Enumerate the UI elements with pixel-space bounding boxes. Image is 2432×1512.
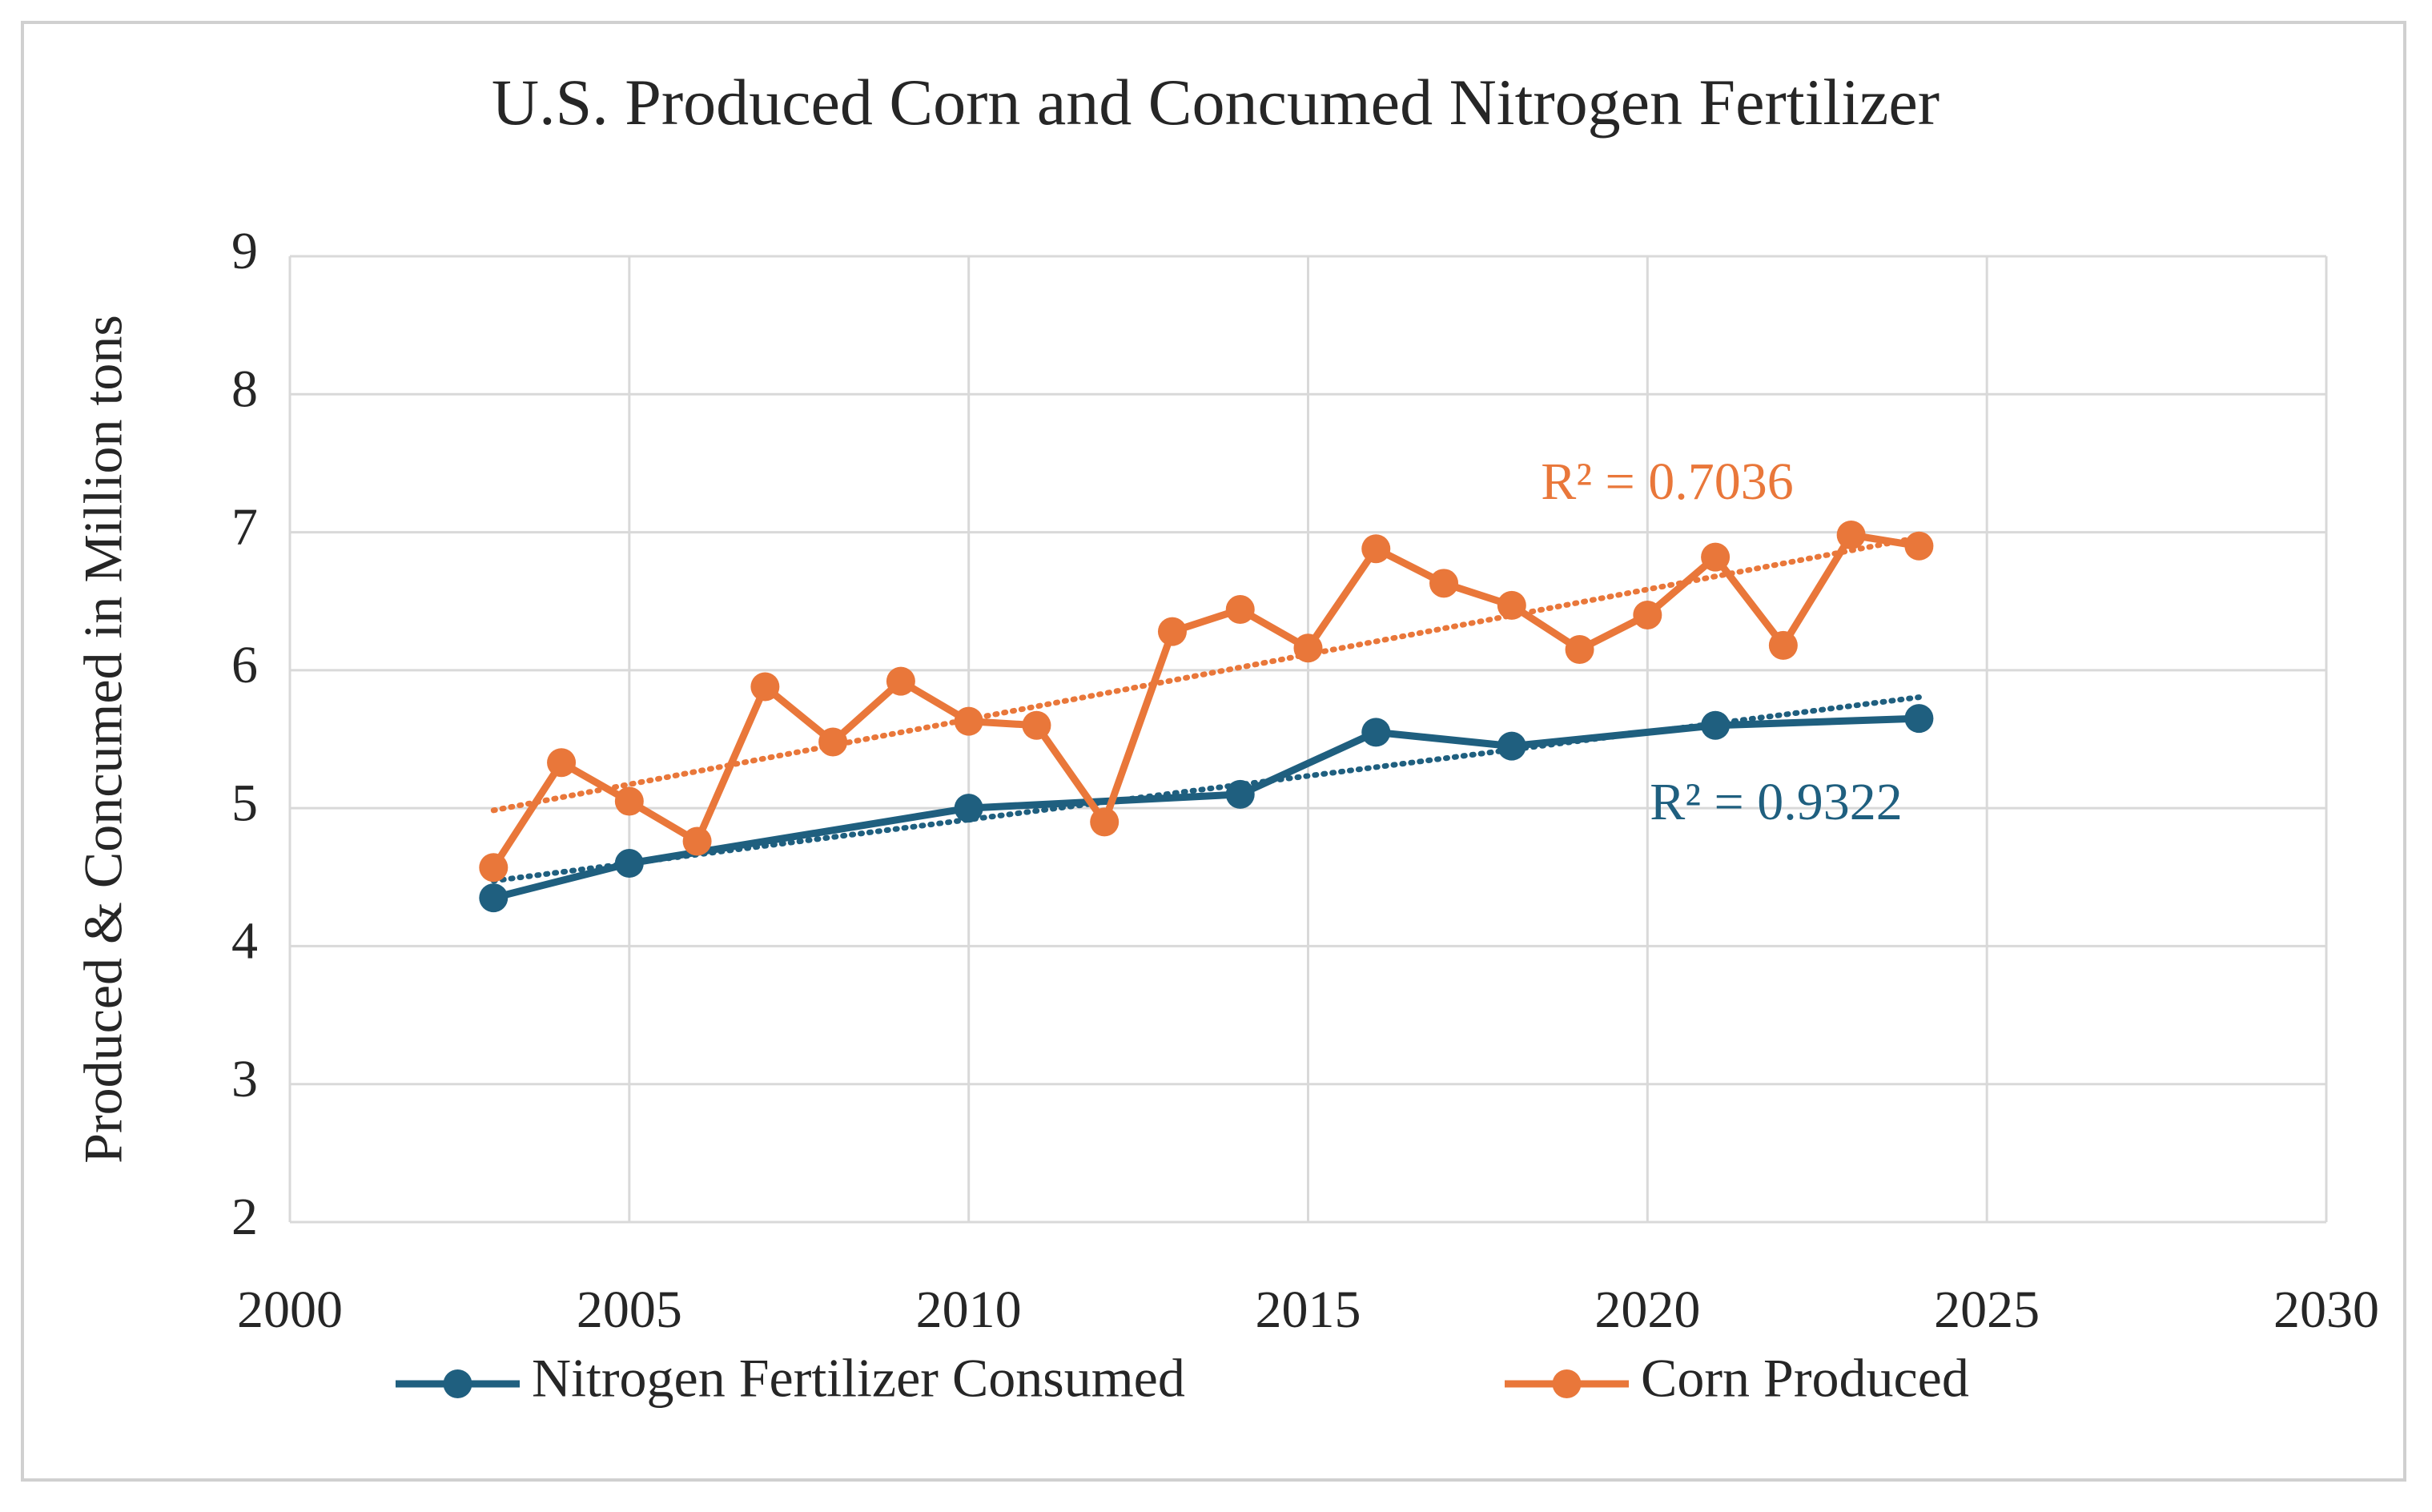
x-tick-label: 2025 (1934, 1281, 2040, 1339)
data-point (1633, 600, 1662, 629)
annotation: R² = 0.7036 (1541, 452, 1794, 511)
data-point (1836, 521, 1866, 550)
data-point (1022, 710, 1051, 740)
data-point (1497, 590, 1526, 620)
data-point (1090, 807, 1120, 837)
data-point (954, 794, 983, 823)
legend-marker (1552, 1369, 1582, 1398)
data-point (1361, 718, 1391, 747)
annotation: R² = 0.9322 (1650, 773, 1903, 831)
data-point (682, 826, 712, 856)
data-point (954, 706, 983, 736)
data-point (1429, 569, 1459, 598)
legend-label: Corn Produced (1641, 1348, 1969, 1409)
data-point (1361, 534, 1391, 564)
series-line (492, 714, 1919, 902)
data-point (1701, 710, 1731, 740)
x-tick-label: 2030 (2273, 1281, 2379, 1339)
chart-border (21, 21, 2406, 1482)
data-point (1293, 633, 1323, 663)
data-point (818, 727, 848, 757)
data-point (614, 786, 644, 816)
y-tick-label: 7 (231, 498, 258, 557)
data-point (1157, 617, 1187, 646)
legend-marker (443, 1369, 472, 1398)
data-point (1497, 731, 1526, 761)
data-point (614, 849, 644, 879)
y-tick-label: 2 (231, 1188, 258, 1246)
data-point (1565, 635, 1594, 665)
x-tick-label: 2005 (577, 1281, 682, 1339)
x-tick-label: 2015 (1256, 1281, 1361, 1339)
chart-title: U.S. Produced Corn and Concumed Nitrogen… (492, 66, 1940, 139)
x-tick-label: 2010 (916, 1281, 1022, 1339)
y-axis-label: Produced & Concumed in Million tons (73, 315, 134, 1164)
data-point (1904, 704, 1934, 734)
data-point (1225, 595, 1255, 625)
y-tick-label: 8 (231, 360, 258, 418)
data-point (1768, 630, 1798, 660)
data-point (1904, 531, 1934, 561)
data-point (547, 748, 577, 778)
x-tick-label: 2000 (237, 1281, 343, 1339)
data-point (1701, 542, 1731, 572)
legend-label: Nitrogen Fertilizer Consumed (532, 1348, 1185, 1409)
y-tick-label: 6 (231, 636, 258, 694)
data-point (479, 883, 509, 913)
data-point (886, 666, 915, 696)
series-line (490, 531, 1920, 870)
x-tick-label: 2020 (1594, 1281, 1700, 1339)
data-point (1225, 779, 1255, 809)
y-tick-label: 5 (231, 774, 258, 832)
data-point (750, 672, 780, 702)
data-point (479, 853, 509, 883)
y-tick-label: 3 (231, 1050, 258, 1108)
y-tick-label: 4 (231, 912, 258, 971)
y-tick-label: 9 (231, 222, 258, 280)
